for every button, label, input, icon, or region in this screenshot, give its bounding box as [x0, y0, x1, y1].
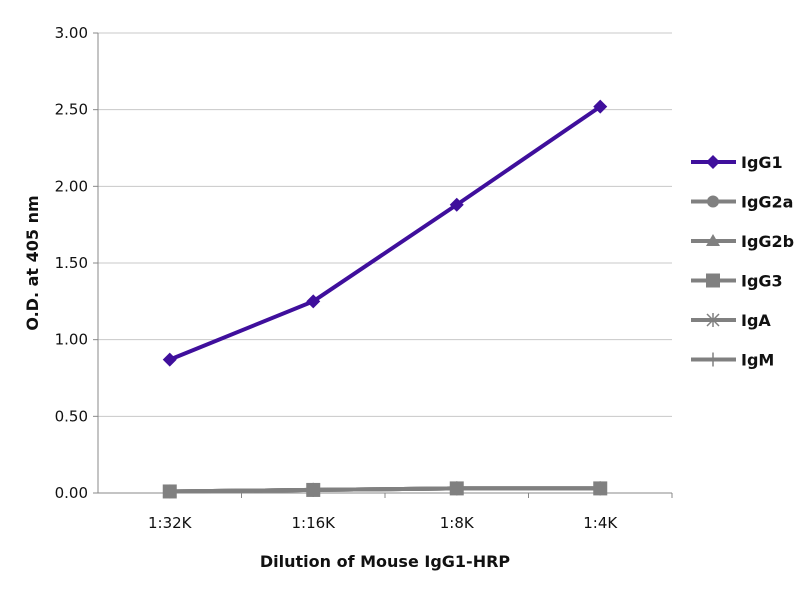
y-tick-label: 1.00	[55, 331, 88, 349]
diamond-marker	[593, 99, 608, 114]
x-tick-label: 1:8K	[440, 514, 475, 532]
y-tick-label: 3.00	[55, 24, 88, 42]
legend-label: IgA	[741, 311, 771, 330]
circle-marker	[707, 195, 719, 208]
circle-marker	[450, 482, 463, 495]
legend-label: IgM	[741, 351, 774, 370]
x-tick-label: 1:16K	[291, 514, 336, 532]
legend-label: IgG1	[741, 153, 783, 172]
y-tick-label: 0.50	[55, 407, 88, 425]
diamond-marker	[449, 197, 464, 212]
triangle-marker	[706, 234, 720, 246]
series-line-IgG2a	[169, 486, 601, 494]
legend-label: IgG3	[741, 272, 783, 291]
star-marker	[706, 313, 720, 327]
y-axis-title: O.D. at 405 nm	[23, 195, 42, 330]
square-marker	[706, 273, 720, 288]
circle-marker	[594, 482, 607, 495]
diamond-marker	[706, 155, 720, 169]
x-tick-label: 1:32K	[148, 514, 193, 532]
y-tick-label: 2.50	[55, 101, 88, 119]
x-axis-title: Dilution of Mouse IgG1-HRP	[260, 552, 511, 571]
y-tick-label: 0.00	[55, 484, 88, 502]
legend-label: IgG2a	[741, 193, 793, 212]
legend-label: IgG2b	[741, 232, 794, 251]
series-line-IgG1	[168, 104, 602, 362]
diamond-marker	[306, 294, 321, 309]
circle-marker	[163, 485, 176, 498]
y-tick-label: 2.00	[55, 177, 88, 195]
x-tick-label: 1:4K	[583, 514, 618, 532]
y-tick-label: 1.50	[55, 254, 88, 272]
diamond-marker	[162, 352, 177, 367]
circle-marker	[307, 483, 320, 496]
